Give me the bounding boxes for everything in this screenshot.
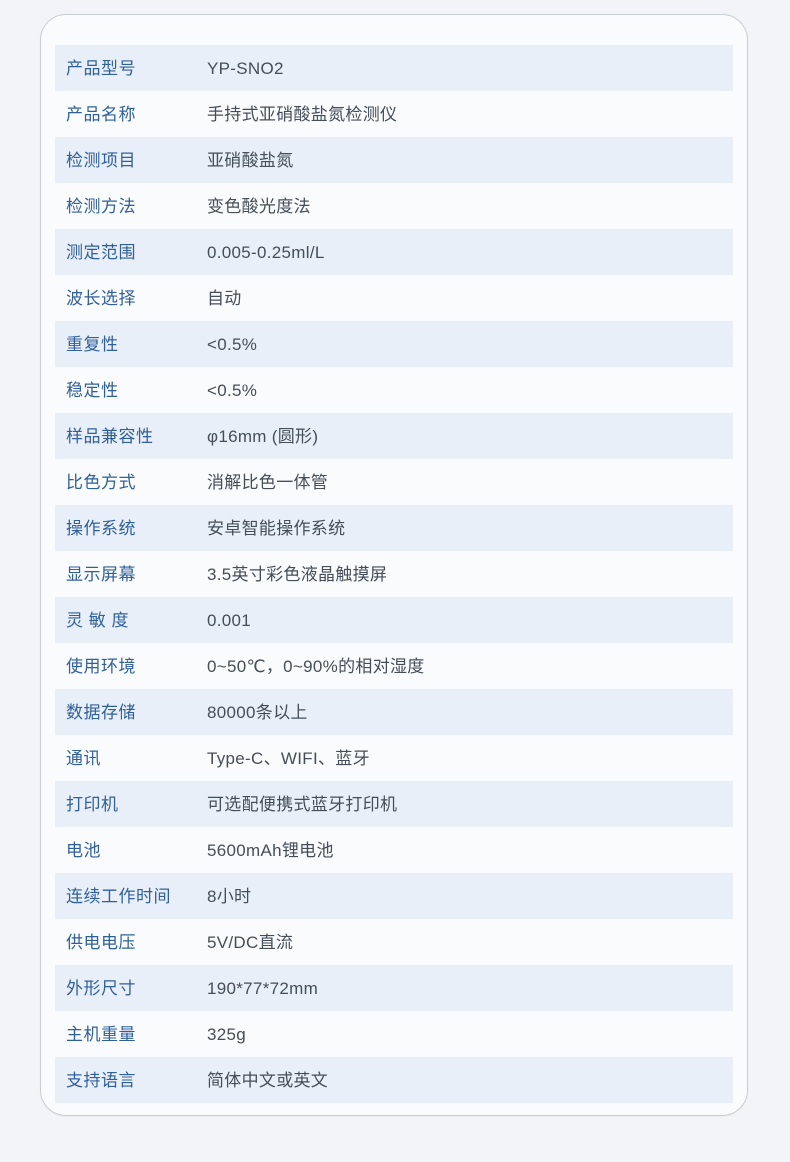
spec-value: Type-C、WIFI、蓝牙 bbox=[207, 748, 370, 768]
spec-row: 操作系统 安卓智能操作系统 bbox=[55, 505, 733, 551]
spec-row: 支持语言 简体中文或英文 bbox=[55, 1057, 733, 1103]
spec-value: 亚硝酸盐氮 bbox=[207, 150, 294, 170]
spec-label: 稳定性 bbox=[66, 380, 119, 400]
spec-value: 5600mAh锂电池 bbox=[207, 840, 334, 860]
spec-row: 检测项目 亚硝酸盐氮 bbox=[55, 137, 733, 183]
spec-value: 简体中文或英文 bbox=[207, 1070, 329, 1090]
spec-row: 显示屏幕 3.5英寸彩色液晶触摸屏 bbox=[55, 551, 733, 597]
spec-label: 产品型号 bbox=[66, 58, 136, 78]
spec-label: 样品兼容性 bbox=[66, 426, 154, 446]
spec-row: 外形尺寸 190*77*72mm bbox=[55, 965, 733, 1011]
spec-label: 操作系统 bbox=[66, 518, 136, 538]
spec-row: 使用环境 0~50℃，0~90%的相对湿度 bbox=[55, 643, 733, 689]
spec-value: 80000条以上 bbox=[207, 702, 308, 722]
spec-label: 外形尺寸 bbox=[66, 978, 136, 998]
spec-label: 使用环境 bbox=[66, 656, 136, 676]
spec-row: 通讯 Type-C、WIFI、蓝牙 bbox=[55, 735, 733, 781]
spec-value: 325g bbox=[207, 1024, 247, 1044]
spec-row: 打印机 可选配便携式蓝牙打印机 bbox=[55, 781, 733, 827]
spec-value: 手持式亚硝酸盐氮检测仪 bbox=[207, 104, 398, 124]
spec-row: 检测方法 变色酸光度法 bbox=[55, 183, 733, 229]
spec-row: 灵 敏 度 0.001 bbox=[55, 597, 733, 643]
spec-value: 190*77*72mm bbox=[207, 978, 319, 998]
spec-label: 检测方法 bbox=[66, 196, 136, 216]
spec-value: φ16mm (圆形) bbox=[207, 426, 319, 446]
spec-label: 测定范围 bbox=[66, 242, 136, 262]
spec-row: 波长选择 自动 bbox=[55, 275, 733, 321]
spec-value: 自动 bbox=[207, 288, 242, 308]
spec-row: 数据存储 80000条以上 bbox=[55, 689, 733, 735]
spec-label: 电池 bbox=[66, 840, 101, 860]
spec-value: 0~50℃，0~90%的相对湿度 bbox=[207, 656, 425, 676]
spec-label: 灵 敏 度 bbox=[66, 610, 129, 630]
spec-value: 安卓智能操作系统 bbox=[207, 518, 346, 538]
spec-label: 比色方式 bbox=[66, 472, 136, 492]
spec-label: 显示屏幕 bbox=[66, 564, 136, 584]
spec-label: 支持语言 bbox=[66, 1070, 136, 1090]
spec-value: 3.5英寸彩色液晶触摸屏 bbox=[207, 564, 388, 584]
spec-value: 0.001 bbox=[207, 610, 252, 630]
spec-label: 检测项目 bbox=[66, 150, 136, 170]
spec-row: 测定范围 0.005-0.25ml/L bbox=[55, 229, 733, 275]
spec-row: 供电电压 5V/DC直流 bbox=[55, 919, 733, 965]
spec-label: 波长选择 bbox=[66, 288, 136, 308]
product-spec-card: 产品型号 YP-SNO2 产品名称 手持式亚硝酸盐氮检测仪 检测项目 亚硝酸盐氮… bbox=[40, 14, 748, 1116]
spec-value: <0.5% bbox=[207, 380, 258, 400]
spec-row: 比色方式 消解比色一体管 bbox=[55, 459, 733, 505]
spec-value: <0.5% bbox=[207, 334, 258, 354]
spec-value: 消解比色一体管 bbox=[207, 472, 329, 492]
spec-label: 重复性 bbox=[66, 334, 119, 354]
spec-label: 供电电压 bbox=[66, 932, 136, 952]
spec-label: 通讯 bbox=[66, 748, 101, 768]
spec-label: 打印机 bbox=[66, 794, 119, 814]
spec-value: 8小时 bbox=[207, 886, 252, 906]
spec-row: 稳定性 <0.5% bbox=[55, 367, 733, 413]
spec-table: 产品型号 YP-SNO2 产品名称 手持式亚硝酸盐氮检测仪 检测项目 亚硝酸盐氮… bbox=[55, 45, 733, 1103]
spec-row: 电池 5600mAh锂电池 bbox=[55, 827, 733, 873]
spec-label: 连续工作时间 bbox=[66, 886, 171, 906]
spec-label: 产品名称 bbox=[66, 104, 136, 124]
spec-row: 重复性 <0.5% bbox=[55, 321, 733, 367]
spec-row: 主机重量 325g bbox=[55, 1011, 733, 1057]
spec-row: 产品名称 手持式亚硝酸盐氮检测仪 bbox=[55, 91, 733, 137]
spec-value: 5V/DC直流 bbox=[207, 932, 294, 952]
spec-row: 样品兼容性 φ16mm (圆形) bbox=[55, 413, 733, 459]
spec-value: 可选配便携式蓝牙打印机 bbox=[207, 794, 398, 814]
spec-value: YP-SNO2 bbox=[207, 58, 284, 78]
spec-value: 变色酸光度法 bbox=[207, 196, 311, 216]
spec-label: 数据存储 bbox=[66, 702, 136, 722]
spec-row: 产品型号 YP-SNO2 bbox=[55, 45, 733, 91]
spec-row: 连续工作时间 8小时 bbox=[55, 873, 733, 919]
spec-value: 0.005-0.25ml/L bbox=[207, 242, 325, 262]
spec-label: 主机重量 bbox=[66, 1024, 136, 1044]
